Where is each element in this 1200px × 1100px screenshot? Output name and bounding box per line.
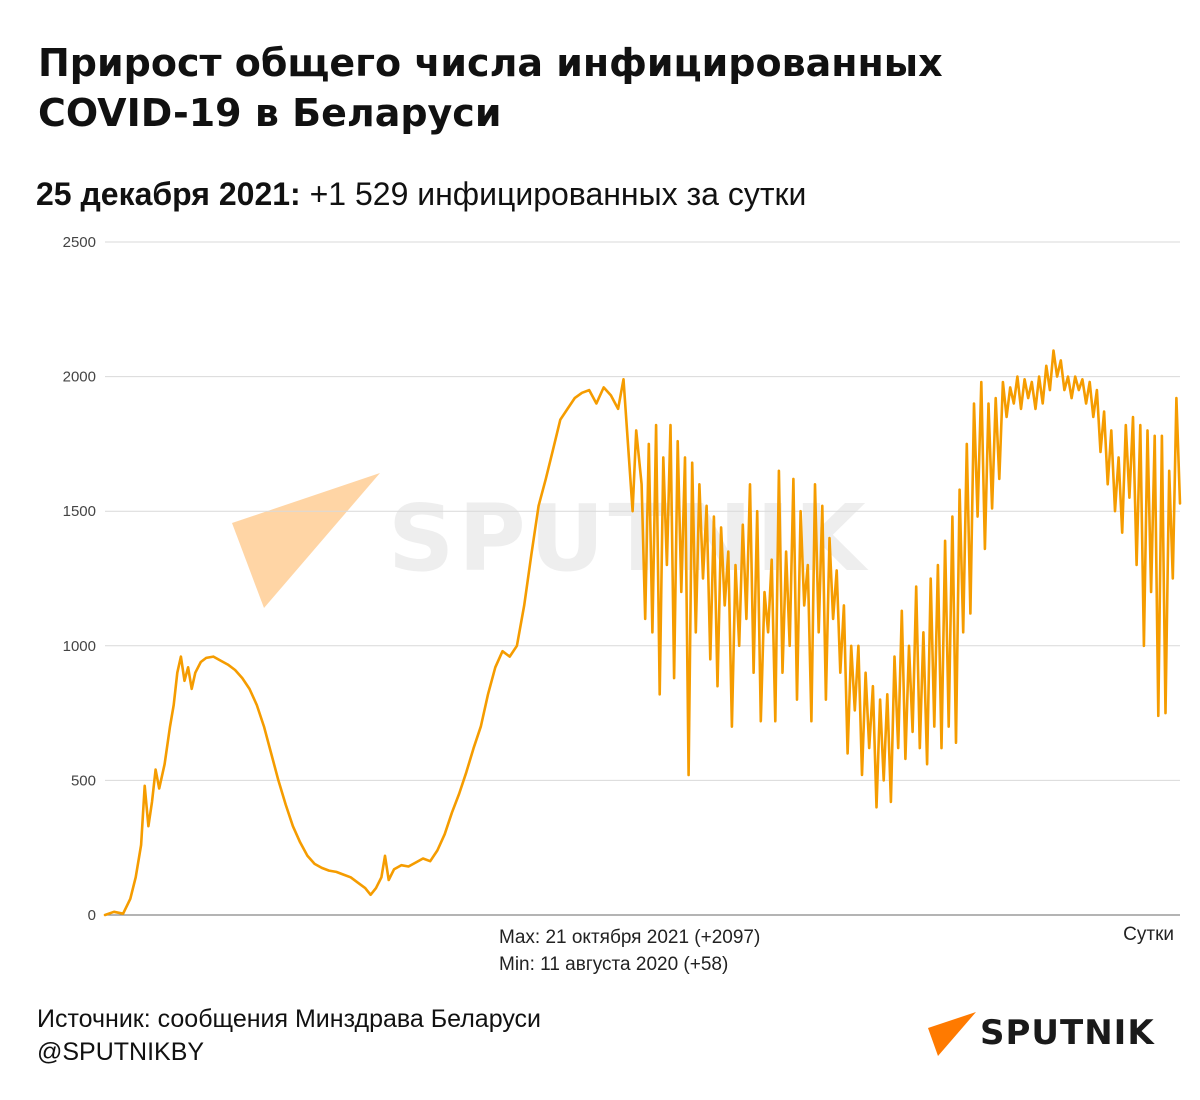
sputnik-logo: SPUTNIK — [928, 1010, 1155, 1056]
chart-annotations: Max: 21 октября 2021 (+2097) Min: 11 авг… — [499, 924, 760, 978]
sputnik-wing-icon — [928, 1012, 976, 1056]
y-tick-label: 1500 — [63, 503, 96, 520]
logo-text: SPUTNIK — [980, 1013, 1155, 1053]
x-axis-unit-label: Сутки — [1123, 924, 1174, 945]
line-chart: 0 500 1000 1500 2000 2500 — [63, 234, 1182, 924]
title-line-2: COVID-19 в Беларуси — [38, 91, 502, 135]
chart-grid — [105, 241, 1180, 916]
title-line-1: Прирост общего числа инфицированных — [38, 41, 943, 85]
subtitle-value: +1 529 инфицированных за сутки — [309, 176, 807, 212]
y-tick-label: 0 — [88, 907, 96, 924]
max-annotation: Max: 21 октября 2021 (+2097) — [499, 927, 761, 948]
subtitle-date: 25 декабря 2021: — [36, 176, 301, 212]
social-handle: @SPUTNIKBY — [37, 1038, 205, 1066]
page-title: Прирост общего числа инфицированных COVI… — [38, 38, 1038, 138]
y-axis-ticks: 0 500 1000 1500 2000 2500 — [63, 234, 96, 924]
min-annotation: Min: 11 августа 2020 (+58) — [499, 954, 729, 975]
y-tick-label: 500 — [71, 772, 96, 789]
series-line-daily-cases — [103, 349, 1182, 917]
footer: Источник: сообщения Минздрава Беларуси @… — [37, 1003, 541, 1069]
subtitle: 25 декабря 2021: +1 529 инфицированных з… — [36, 174, 806, 214]
y-tick-label: 1000 — [63, 638, 96, 655]
y-tick-label: 2500 — [63, 234, 96, 251]
y-tick-label: 2000 — [63, 369, 96, 386]
source-text: Источник: сообщения Минздрава Беларуси — [37, 1005, 542, 1033]
